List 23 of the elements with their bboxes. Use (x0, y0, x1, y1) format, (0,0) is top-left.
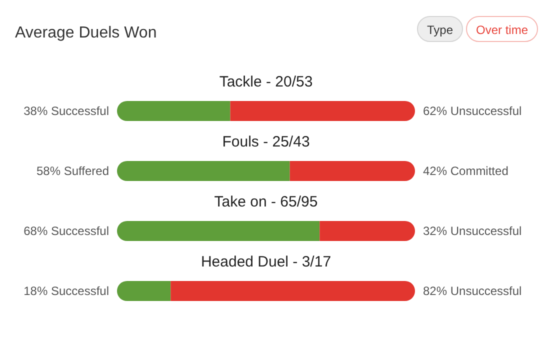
y-tick-label: Headed Duel - 3/17 (200, 254, 332, 270)
data-label: 18% Successful (24, 284, 109, 298)
data-label: 32% Unsuccessful (423, 224, 522, 238)
data-label: 38% Successful (24, 104, 109, 118)
bar (117, 281, 171, 301)
bar (230, 101, 415, 121)
bar (117, 101, 230, 121)
type-button: Type (416, 16, 463, 42)
data-label: 42% Committed (423, 164, 508, 178)
data-label: 82% Unsuccessful (423, 284, 522, 298)
bar (117, 221, 320, 241)
bar (170, 281, 415, 301)
chart-title: Average Duels Won (15, 24, 157, 42)
bar (320, 221, 415, 241)
data-label: 62% Unsuccessful (423, 104, 522, 118)
data-label: 68% Successful (24, 224, 109, 238)
data-label: 58% Suffered (36, 164, 109, 178)
y-tick-label: Fouls - 25/43 (222, 134, 310, 150)
y-tick-label: Tackle - 20/53 (219, 74, 313, 90)
over-time-button: Over time (466, 16, 538, 42)
bar (117, 161, 290, 181)
bar (290, 161, 415, 181)
y-tick-label: Take on - 65/95 (214, 194, 318, 210)
